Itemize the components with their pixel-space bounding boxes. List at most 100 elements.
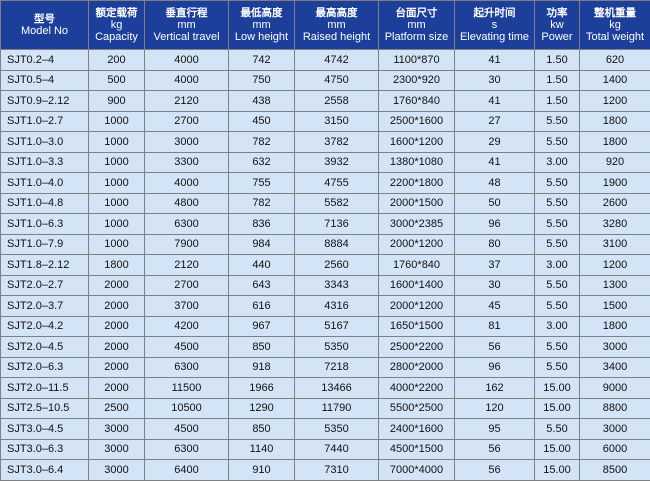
cell-platform-size: 7000*4000 — [379, 460, 455, 481]
cell-vertical-travel: 6300 — [145, 357, 229, 378]
cell-low-height: 782 — [229, 132, 295, 153]
cell-total-weight: 1800 — [580, 132, 650, 153]
header-total-weight-en: Total weight — [580, 31, 650, 43]
cell-model-no: SJT1.0–2.7 — [1, 111, 89, 132]
cell-capacity: 1000 — [89, 193, 145, 214]
cell-raised-height: 5350 — [295, 419, 379, 440]
cell-platform-size: 4000*2200 — [379, 378, 455, 399]
cell-power: 5.50 — [535, 173, 580, 194]
cell-model-no: SJT2.0–2.7 — [1, 275, 89, 296]
header-elevating-time-unit: s — [455, 19, 534, 31]
header-power-en: Power — [535, 31, 579, 43]
cell-elevating-time: 50 — [455, 193, 535, 214]
cell-model-no: SJT3.0–6.4 — [1, 460, 89, 481]
cell-elevating-time: 56 — [455, 337, 535, 358]
cell-power: 15.00 — [535, 378, 580, 399]
cell-platform-size: 1760*840 — [379, 91, 455, 112]
cell-elevating-time: 95 — [455, 419, 535, 440]
cell-raised-height: 4316 — [295, 296, 379, 317]
header-platform-size-zh: 台面尺寸 — [379, 7, 454, 19]
cell-raised-height: 2560 — [295, 255, 379, 276]
cell-total-weight: 2600 — [580, 193, 650, 214]
cell-power: 5.50 — [535, 419, 580, 440]
cell-capacity: 3000 — [89, 439, 145, 460]
cell-vertical-travel: 4200 — [145, 316, 229, 337]
cell-model-no: SJT2.0–4.2 — [1, 316, 89, 337]
cell-capacity: 2500 — [89, 398, 145, 419]
header-capacity-unit: kg — [89, 19, 144, 31]
cell-elevating-time: 29 — [455, 132, 535, 153]
cell-elevating-time: 41 — [455, 152, 535, 173]
cell-raised-height: 3932 — [295, 152, 379, 173]
cell-model-no: SJT1.8–2.12 — [1, 255, 89, 276]
cell-elevating-time: 45 — [455, 296, 535, 317]
cell-total-weight: 1500 — [580, 296, 650, 317]
cell-power: 15.00 — [535, 439, 580, 460]
cell-vertical-travel: 4500 — [145, 419, 229, 440]
cell-vertical-travel: 4000 — [145, 50, 229, 71]
cell-raised-height: 3343 — [295, 275, 379, 296]
cell-elevating-time: 41 — [455, 91, 535, 112]
cell-raised-height: 4742 — [295, 50, 379, 71]
cell-vertical-travel: 3000 — [145, 132, 229, 153]
cell-elevating-time: 56 — [455, 460, 535, 481]
cell-capacity: 2000 — [89, 378, 145, 399]
cell-vertical-travel: 4500 — [145, 337, 229, 358]
header-total-weight-zh: 整机重量 — [580, 7, 650, 19]
cell-model-no: SJT1.0–3.3 — [1, 152, 89, 173]
cell-raised-height: 5582 — [295, 193, 379, 214]
header-model-no-zh: 型号 — [1, 13, 88, 25]
cell-capacity: 1000 — [89, 234, 145, 255]
cell-model-no: SJT1.0–3.0 — [1, 132, 89, 153]
cell-low-height: 750 — [229, 70, 295, 91]
cell-raised-height: 5350 — [295, 337, 379, 358]
cell-model-no: SJT2.5–10.5 — [1, 398, 89, 419]
cell-elevating-time: 27 — [455, 111, 535, 132]
cell-platform-size: 2000*1500 — [379, 193, 455, 214]
cell-total-weight: 1800 — [580, 316, 650, 337]
cell-power: 1.50 — [535, 91, 580, 112]
cell-low-height: 1290 — [229, 398, 295, 419]
cell-capacity: 2000 — [89, 337, 145, 358]
cell-platform-size: 2300*920 — [379, 70, 455, 91]
cell-capacity: 1000 — [89, 132, 145, 153]
header-low-height-en: Low height — [229, 31, 294, 43]
cell-platform-size: 1600*1400 — [379, 275, 455, 296]
cell-total-weight: 1400 — [580, 70, 650, 91]
cell-model-no: SJT0.9–2.12 — [1, 91, 89, 112]
cell-vertical-travel: 6400 — [145, 460, 229, 481]
cell-capacity: 1000 — [89, 111, 145, 132]
cell-low-height: 632 — [229, 152, 295, 173]
cell-elevating-time: 48 — [455, 173, 535, 194]
cell-power: 3.00 — [535, 255, 580, 276]
cell-elevating-time: 96 — [455, 214, 535, 235]
cell-raised-height: 4755 — [295, 173, 379, 194]
cell-vertical-travel: 10500 — [145, 398, 229, 419]
cell-total-weight: 1800 — [580, 111, 650, 132]
header-vertical-travel-unit: mm — [145, 19, 228, 31]
cell-model-no: SJT2.0–4.5 — [1, 337, 89, 358]
cell-vertical-travel: 11500 — [145, 378, 229, 399]
cell-raised-height: 7218 — [295, 357, 379, 378]
cell-capacity: 2000 — [89, 296, 145, 317]
cell-low-height: 782 — [229, 193, 295, 214]
cell-elevating-time: 120 — [455, 398, 535, 419]
cell-total-weight: 920 — [580, 152, 650, 173]
cell-total-weight: 1900 — [580, 173, 650, 194]
cell-total-weight: 3400 — [580, 357, 650, 378]
cell-vertical-travel: 3300 — [145, 152, 229, 173]
cell-power: 15.00 — [535, 460, 580, 481]
cell-capacity: 2000 — [89, 316, 145, 337]
